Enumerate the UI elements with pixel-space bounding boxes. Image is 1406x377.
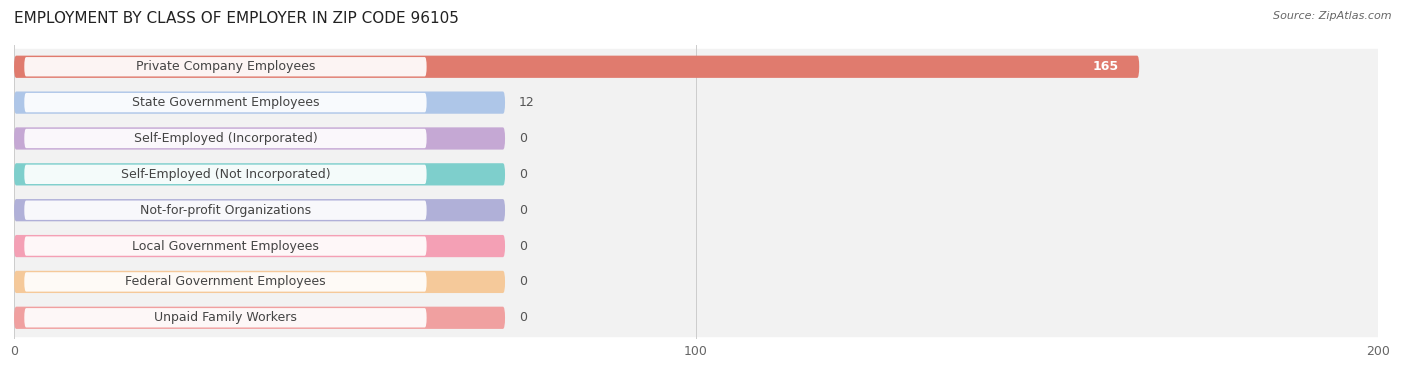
Text: Unpaid Family Workers: Unpaid Family Workers [155,311,297,324]
Text: Self-Employed (Incorporated): Self-Employed (Incorporated) [134,132,318,145]
Text: 0: 0 [519,311,527,324]
Bar [14,228,1378,264]
FancyBboxPatch shape [24,308,426,328]
Text: Source: ZipAtlas.com: Source: ZipAtlas.com [1274,11,1392,21]
Text: State Government Employees: State Government Employees [132,96,319,109]
Text: Private Company Employees: Private Company Employees [136,60,315,73]
FancyBboxPatch shape [14,271,505,293]
Text: 0: 0 [519,132,527,145]
FancyBboxPatch shape [24,201,426,220]
Bar [14,156,1378,192]
Bar [14,49,1378,85]
Bar [14,121,1378,156]
Text: Self-Employed (Not Incorporated): Self-Employed (Not Incorporated) [121,168,330,181]
FancyBboxPatch shape [24,236,426,256]
FancyBboxPatch shape [24,272,426,291]
Text: EMPLOYMENT BY CLASS OF EMPLOYER IN ZIP CODE 96105: EMPLOYMENT BY CLASS OF EMPLOYER IN ZIP C… [14,11,458,26]
Bar [14,85,1378,121]
FancyBboxPatch shape [24,93,426,112]
Text: 0: 0 [519,204,527,217]
Text: 12: 12 [519,96,534,109]
Text: 0: 0 [519,276,527,288]
Text: Not-for-profit Organizations: Not-for-profit Organizations [139,204,311,217]
FancyBboxPatch shape [14,199,505,221]
Text: 165: 165 [1092,60,1119,73]
Bar [14,300,1378,336]
FancyBboxPatch shape [24,165,426,184]
Text: 0: 0 [519,239,527,253]
FancyBboxPatch shape [14,163,505,185]
Text: Federal Government Employees: Federal Government Employees [125,276,326,288]
FancyBboxPatch shape [14,92,505,114]
FancyBboxPatch shape [14,127,505,150]
FancyBboxPatch shape [24,57,426,77]
Bar [14,264,1378,300]
Text: 0: 0 [519,168,527,181]
Text: Local Government Employees: Local Government Employees [132,239,319,253]
FancyBboxPatch shape [14,307,505,329]
FancyBboxPatch shape [24,129,426,148]
FancyBboxPatch shape [14,56,1139,78]
FancyBboxPatch shape [14,235,505,257]
Bar [14,192,1378,228]
